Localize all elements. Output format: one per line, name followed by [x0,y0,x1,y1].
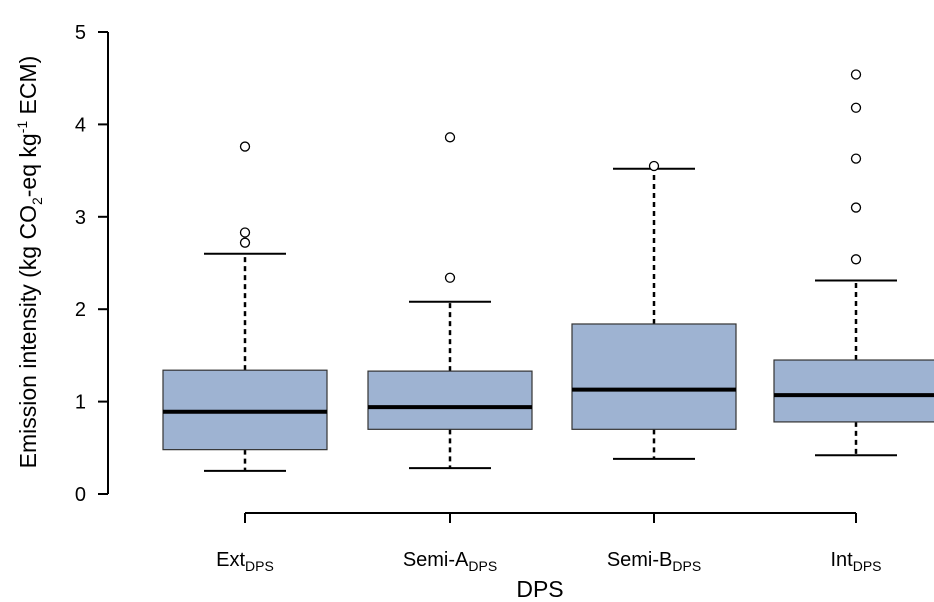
outlier-point [239,227,251,238]
outlier-point [444,272,456,283]
box-group [571,160,737,460]
box-group [367,132,533,470]
x-tick-label: Semi-ADPS [403,549,497,574]
outlier-point [850,254,862,265]
outlier-point [239,141,251,152]
x-axis-title: DPS [516,576,563,602]
outlier-point [444,132,456,143]
plot-area [162,69,934,472]
outlier-point [850,102,862,113]
box-group [162,141,328,472]
outlier-point [850,69,862,80]
y-tick-label: 2 [75,299,86,321]
y-tick-label: 0 [75,484,86,506]
iqr-box [773,359,934,423]
x-axis: ExtDPS Semi-ADPS Semi-BDPS IntDPS [216,512,882,574]
outlier-point [239,237,251,248]
y-axis: 0 1 2 3 4 5 [75,22,109,506]
y-tick-label: 3 [75,207,86,229]
outlier-point [850,202,862,213]
y-axis-title: Emission intensity (kg CO2-eq kg-1 ECM) [14,56,45,469]
x-tick-label: ExtDPS [216,549,274,574]
y-tick-label: 5 [75,22,86,44]
y-tick-label: 4 [75,114,86,136]
x-tick-label: IntDPS [830,549,881,574]
outlier-point [850,153,862,164]
iqr-box [367,370,533,430]
box-group [773,69,934,457]
y-tick-label: 1 [75,392,86,414]
outlier-point [648,160,660,172]
x-tick-label: Semi-BDPS [607,549,701,574]
iqr-box [571,323,737,430]
